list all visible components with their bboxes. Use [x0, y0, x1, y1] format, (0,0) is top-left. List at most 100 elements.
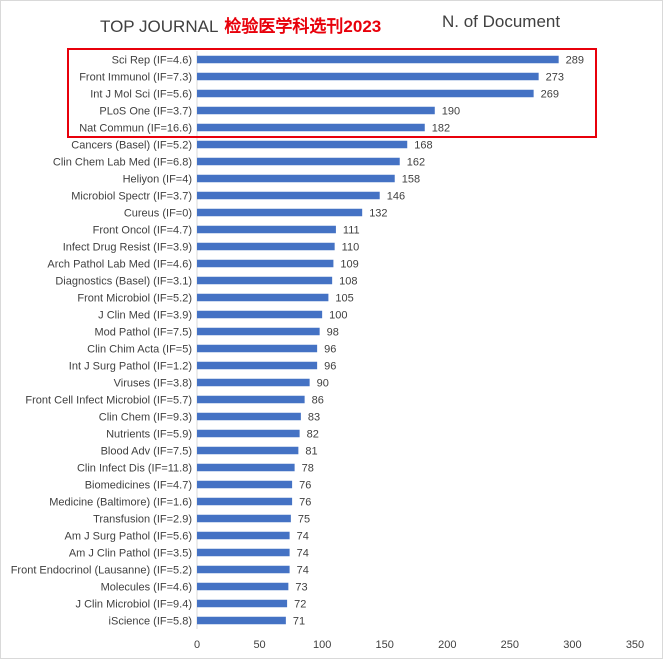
bar — [197, 242, 335, 251]
bar — [197, 276, 333, 285]
category-label: Am J Surg Pathol (IF=5.6) — [65, 531, 192, 543]
category-label: Nutrients (IF=5.9) — [106, 429, 192, 441]
value-label: 273 — [546, 72, 564, 84]
category-label: Nat Commun (IF=16.6) — [79, 123, 192, 135]
category-label: Clin Infect Dis (IF=11.8) — [77, 463, 192, 475]
highlight-box — [67, 48, 597, 138]
chart-title: TOP JOURNAL 检验医学科选刊2023 — [100, 12, 381, 36]
value-label: 86 — [312, 395, 324, 407]
bar — [197, 395, 305, 404]
bar — [197, 89, 534, 98]
category-label: Molecules (IF=4.6) — [101, 582, 192, 594]
bar — [197, 531, 290, 540]
value-label: 158 — [402, 174, 420, 186]
bar — [197, 225, 336, 234]
value-label: 71 — [293, 616, 305, 628]
x-tick-label: 150 — [376, 639, 394, 651]
bar — [197, 582, 289, 591]
category-label: Sci Rep (IF=4.6) — [112, 55, 192, 67]
value-label: 98 — [327, 327, 339, 339]
bar — [197, 157, 400, 166]
bar — [197, 446, 299, 455]
bar — [197, 412, 301, 421]
category-label: Blood Adv (IF=7.5) — [101, 446, 192, 458]
category-label: Front Microbiol (IF=5.2) — [77, 293, 192, 305]
value-label: 168 — [414, 140, 432, 152]
bar — [197, 429, 300, 438]
bar — [197, 259, 334, 268]
value-label: 74 — [297, 531, 309, 543]
x-tick-label: 50 — [253, 639, 265, 651]
category-label: iScience (IF=5.8) — [109, 616, 192, 628]
bar — [197, 55, 559, 64]
value-label: 83 — [308, 412, 320, 424]
bar — [197, 378, 310, 387]
category-label: Medicine (Baltimore) (IF=1.6) — [49, 497, 192, 509]
value-label: 146 — [387, 191, 405, 203]
bar — [197, 327, 320, 336]
bar — [197, 208, 363, 217]
value-label: 110 — [342, 242, 360, 254]
category-label: Int J Surg Pathol (IF=1.2) — [69, 361, 192, 373]
bar — [197, 140, 408, 149]
value-label: 111 — [343, 225, 360, 237]
x-tick-label: 0 — [194, 639, 200, 651]
value-label: 190 — [442, 106, 460, 118]
value-label: 162 — [407, 157, 425, 169]
value-label: 74 — [297, 548, 309, 560]
value-label: 75 — [298, 514, 310, 526]
category-label: J Clin Microbiol (IF=9.4) — [76, 599, 192, 611]
category-label: Mod Pathol (IF=7.5) — [94, 327, 192, 339]
value-label: 74 — [297, 565, 309, 577]
category-label: Microbiol Spectr (IF=3.7) — [71, 191, 192, 203]
value-label: 96 — [324, 361, 336, 373]
x-tick-label: 350 — [626, 639, 644, 651]
value-label: 105 — [335, 293, 353, 305]
category-label: Infect Drug Resist (IF=3.9) — [63, 242, 192, 254]
value-label: 269 — [541, 89, 559, 101]
value-label: 132 — [369, 208, 387, 220]
value-label: 76 — [299, 497, 311, 509]
value-label: 100 — [329, 310, 347, 322]
bar — [197, 463, 295, 472]
bar — [197, 497, 293, 506]
category-label: J Clin Med (IF=3.9) — [98, 310, 192, 322]
bar — [197, 191, 380, 200]
x-tick-label: 250 — [501, 639, 519, 651]
bar — [197, 565, 290, 574]
bar — [197, 344, 318, 353]
bar — [197, 293, 329, 302]
x-tick-label: 100 — [313, 639, 331, 651]
category-label: Front Oncol (IF=4.7) — [93, 225, 192, 237]
value-label: 81 — [305, 446, 317, 458]
category-label: Am J Clin Pathol (IF=3.5) — [69, 548, 192, 560]
value-label: 78 — [302, 463, 314, 475]
bar — [197, 174, 395, 183]
x-tick-label: 300 — [563, 639, 581, 651]
category-label: Front Endocrinol (Lausanne) (IF=5.2) — [11, 565, 192, 577]
bar — [197, 72, 539, 81]
category-label: Viruses (IF=3.8) — [114, 378, 192, 390]
category-label: Front Cell Infect Microbiol (IF=5.7) — [25, 395, 192, 407]
category-label: Biomedicines (IF=4.7) — [85, 480, 192, 492]
category-label: Arch Pathol Lab Med (IF=4.6) — [47, 259, 192, 271]
bar — [197, 548, 290, 557]
value-label: 108 — [339, 276, 357, 288]
category-label: PLoS One (IF=3.7) — [99, 106, 192, 118]
value-label: 72 — [294, 599, 306, 611]
category-label: Clin Chem (IF=9.3) — [99, 412, 192, 424]
bar — [197, 310, 323, 319]
category-label: Transfusion (IF=2.9) — [93, 514, 192, 526]
category-label: Cancers (Basel) (IF=5.2) — [71, 140, 192, 152]
category-label: Front Immunol (IF=7.3) — [79, 72, 192, 84]
value-label: 289 — [566, 55, 584, 67]
value-label: 109 — [340, 259, 358, 271]
value-label: 76 — [299, 480, 311, 492]
value-label: 96 — [324, 344, 336, 356]
bar — [197, 599, 288, 608]
category-label: Int J Mol Sci (IF=5.6) — [90, 89, 192, 101]
bar — [197, 514, 291, 523]
bar — [197, 106, 435, 115]
value-label: 90 — [317, 378, 329, 390]
bar — [197, 361, 318, 370]
